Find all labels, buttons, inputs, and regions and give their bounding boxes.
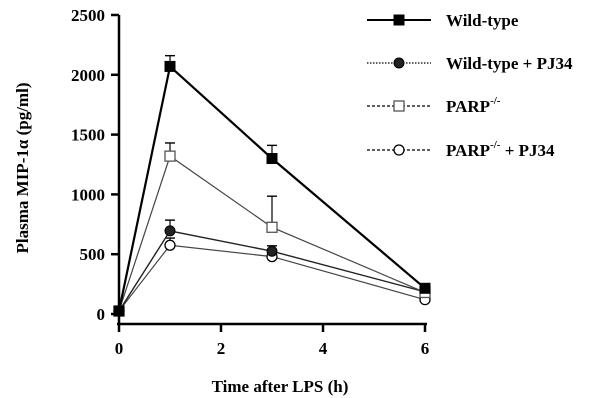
x-tick-label-2: 4: [319, 339, 328, 358]
series-line-2: [118, 155, 426, 312]
data-point-0-2: [266, 153, 278, 165]
series-line-1: [118, 230, 426, 312]
legend-label-part-2-0: PARP: [446, 97, 490, 116]
data-point-0-1: [164, 60, 176, 72]
data-point-2-1: [164, 150, 176, 162]
legend-label-part-1-0: Wild-type + PJ34: [446, 54, 573, 73]
data-point-3-1: [164, 239, 176, 251]
legend-label-part-3-1: -/-: [490, 139, 501, 151]
legend-marker-3: [393, 144, 405, 156]
legend-label-part-0-0: Wild-type: [446, 11, 519, 30]
legend-label-2: PARP-/-: [446, 95, 501, 116]
x-tick-label-0: 0: [115, 339, 124, 358]
y-tick-label-3: 1500: [71, 126, 105, 145]
legend-marker-0: [393, 14, 405, 26]
legend-marker-2: [393, 100, 405, 112]
y-tick-label-1: 500: [80, 245, 106, 264]
x-axis-label: Time after LPS (h): [212, 377, 349, 396]
legend-label-0: Wild-type: [446, 11, 519, 30]
legend-label-part-3-2: + PJ34: [500, 141, 555, 160]
legend-label-part-2-1: -/-: [490, 95, 501, 107]
y-tick-label-2: 1000: [71, 185, 105, 204]
y-tick-label-4: 2000: [71, 66, 105, 85]
y-axis-label: Plasma MIP-1α (pg/ml): [13, 83, 32, 254]
data-point-1-2: [266, 245, 278, 257]
data-point-2-2: [266, 221, 278, 233]
data-point-1-1: [164, 225, 176, 237]
x-tick-label-3: 6: [421, 339, 430, 358]
x-tick-label-1: 2: [217, 339, 226, 358]
series-line-0: [117, 64, 426, 312]
legend-marker-1: [393, 57, 405, 69]
y-tick-label-0: 0: [97, 305, 106, 324]
y-tick-label-5: 2500: [71, 6, 105, 25]
legend-label-1: Wild-type + PJ34: [446, 54, 573, 73]
legend-label-3: PARP-/- + PJ34: [446, 139, 555, 160]
data-point-0-3: [419, 282, 431, 294]
legend-label-part-3-0: PARP: [446, 141, 490, 160]
series-line-3: [118, 244, 426, 312]
